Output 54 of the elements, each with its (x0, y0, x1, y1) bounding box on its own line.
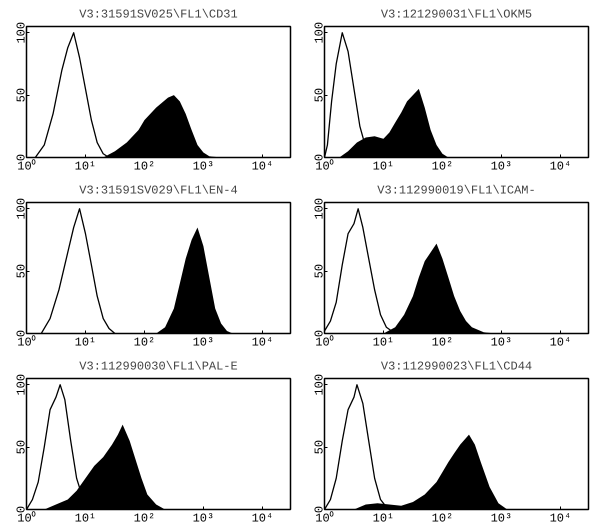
x-tick-label: 10² (432, 512, 454, 526)
y-tick-label: 50 (14, 264, 28, 278)
x-tick-label: 10⁰ (315, 334, 334, 350)
y-tick-label: 50 (14, 440, 28, 454)
chart-title: V3:31591SV025\FL1\CD31 (79, 8, 238, 22)
x-tick-label: 10⁰ (315, 510, 334, 526)
y-tick-label: 0 (312, 330, 326, 338)
y-tick-label: 50 (312, 264, 326, 278)
x-tick-label: 10⁰ (17, 334, 36, 350)
x-tick-label: 10¹ (74, 512, 96, 526)
x-tick-label: 10¹ (74, 336, 96, 350)
x-tick-label: 10⁴ (550, 336, 572, 350)
y-tick-label: 0 (312, 506, 326, 514)
x-tick-label: 10² (432, 160, 454, 174)
y-tick-label: 100 (14, 198, 28, 220)
y-tick-label: 100 (312, 22, 326, 44)
y-tick-label: 100 (14, 374, 28, 396)
x-tick-label: 10² (134, 160, 156, 174)
x-tick-label: 10¹ (372, 336, 394, 350)
y-tick-label: 0 (14, 154, 28, 162)
x-tick-label: 10³ (490, 336, 512, 350)
y-tick-label: 50 (14, 88, 28, 102)
y-tick-label: 50 (312, 88, 326, 102)
y-tick-label: 0 (14, 506, 28, 514)
y-tick-label: 0 (14, 330, 28, 338)
x-tick-label: 10¹ (74, 160, 96, 174)
chart-title: V3:121290031\FL1\OKM5 (380, 8, 532, 22)
y-tick-label: 100 (312, 374, 326, 396)
x-tick-label: 10⁴ (550, 160, 572, 174)
x-tick-label: 10³ (192, 336, 214, 350)
y-tick-label: 100 (312, 198, 326, 220)
chart-title: V3:31591SV029\FL1\EN-4 (79, 184, 238, 198)
x-tick-label: 10⁴ (252, 512, 274, 526)
x-tick-label: 10³ (192, 512, 214, 526)
x-tick-label: 10² (134, 512, 156, 526)
x-tick-label: 10⁴ (252, 336, 274, 350)
chart-title: V3:112990023\FL1\CD44 (380, 360, 532, 374)
x-tick-label: 10⁴ (550, 512, 572, 526)
y-tick-label: 0 (312, 154, 326, 162)
x-tick-label: 10¹ (372, 160, 394, 174)
x-tick-label: 10⁰ (17, 158, 36, 174)
x-tick-label: 10⁰ (17, 510, 36, 526)
x-tick-label: 10³ (490, 512, 512, 526)
x-tick-label: 10² (432, 336, 454, 350)
x-tick-label: 10² (134, 336, 156, 350)
x-tick-label: 10⁴ (252, 160, 274, 174)
x-tick-label: 10¹ (372, 512, 394, 526)
chart-title: V3:112990019\FL1\ICAM- (377, 184, 536, 198)
x-tick-label: 10³ (490, 160, 512, 174)
y-tick-label: 100 (14, 22, 28, 44)
x-tick-label: 10⁰ (315, 158, 334, 174)
chart-title: V3:112990030\FL1\PAL-E (79, 360, 238, 374)
y-tick-label: 50 (312, 440, 326, 454)
x-tick-label: 10³ (192, 160, 214, 174)
